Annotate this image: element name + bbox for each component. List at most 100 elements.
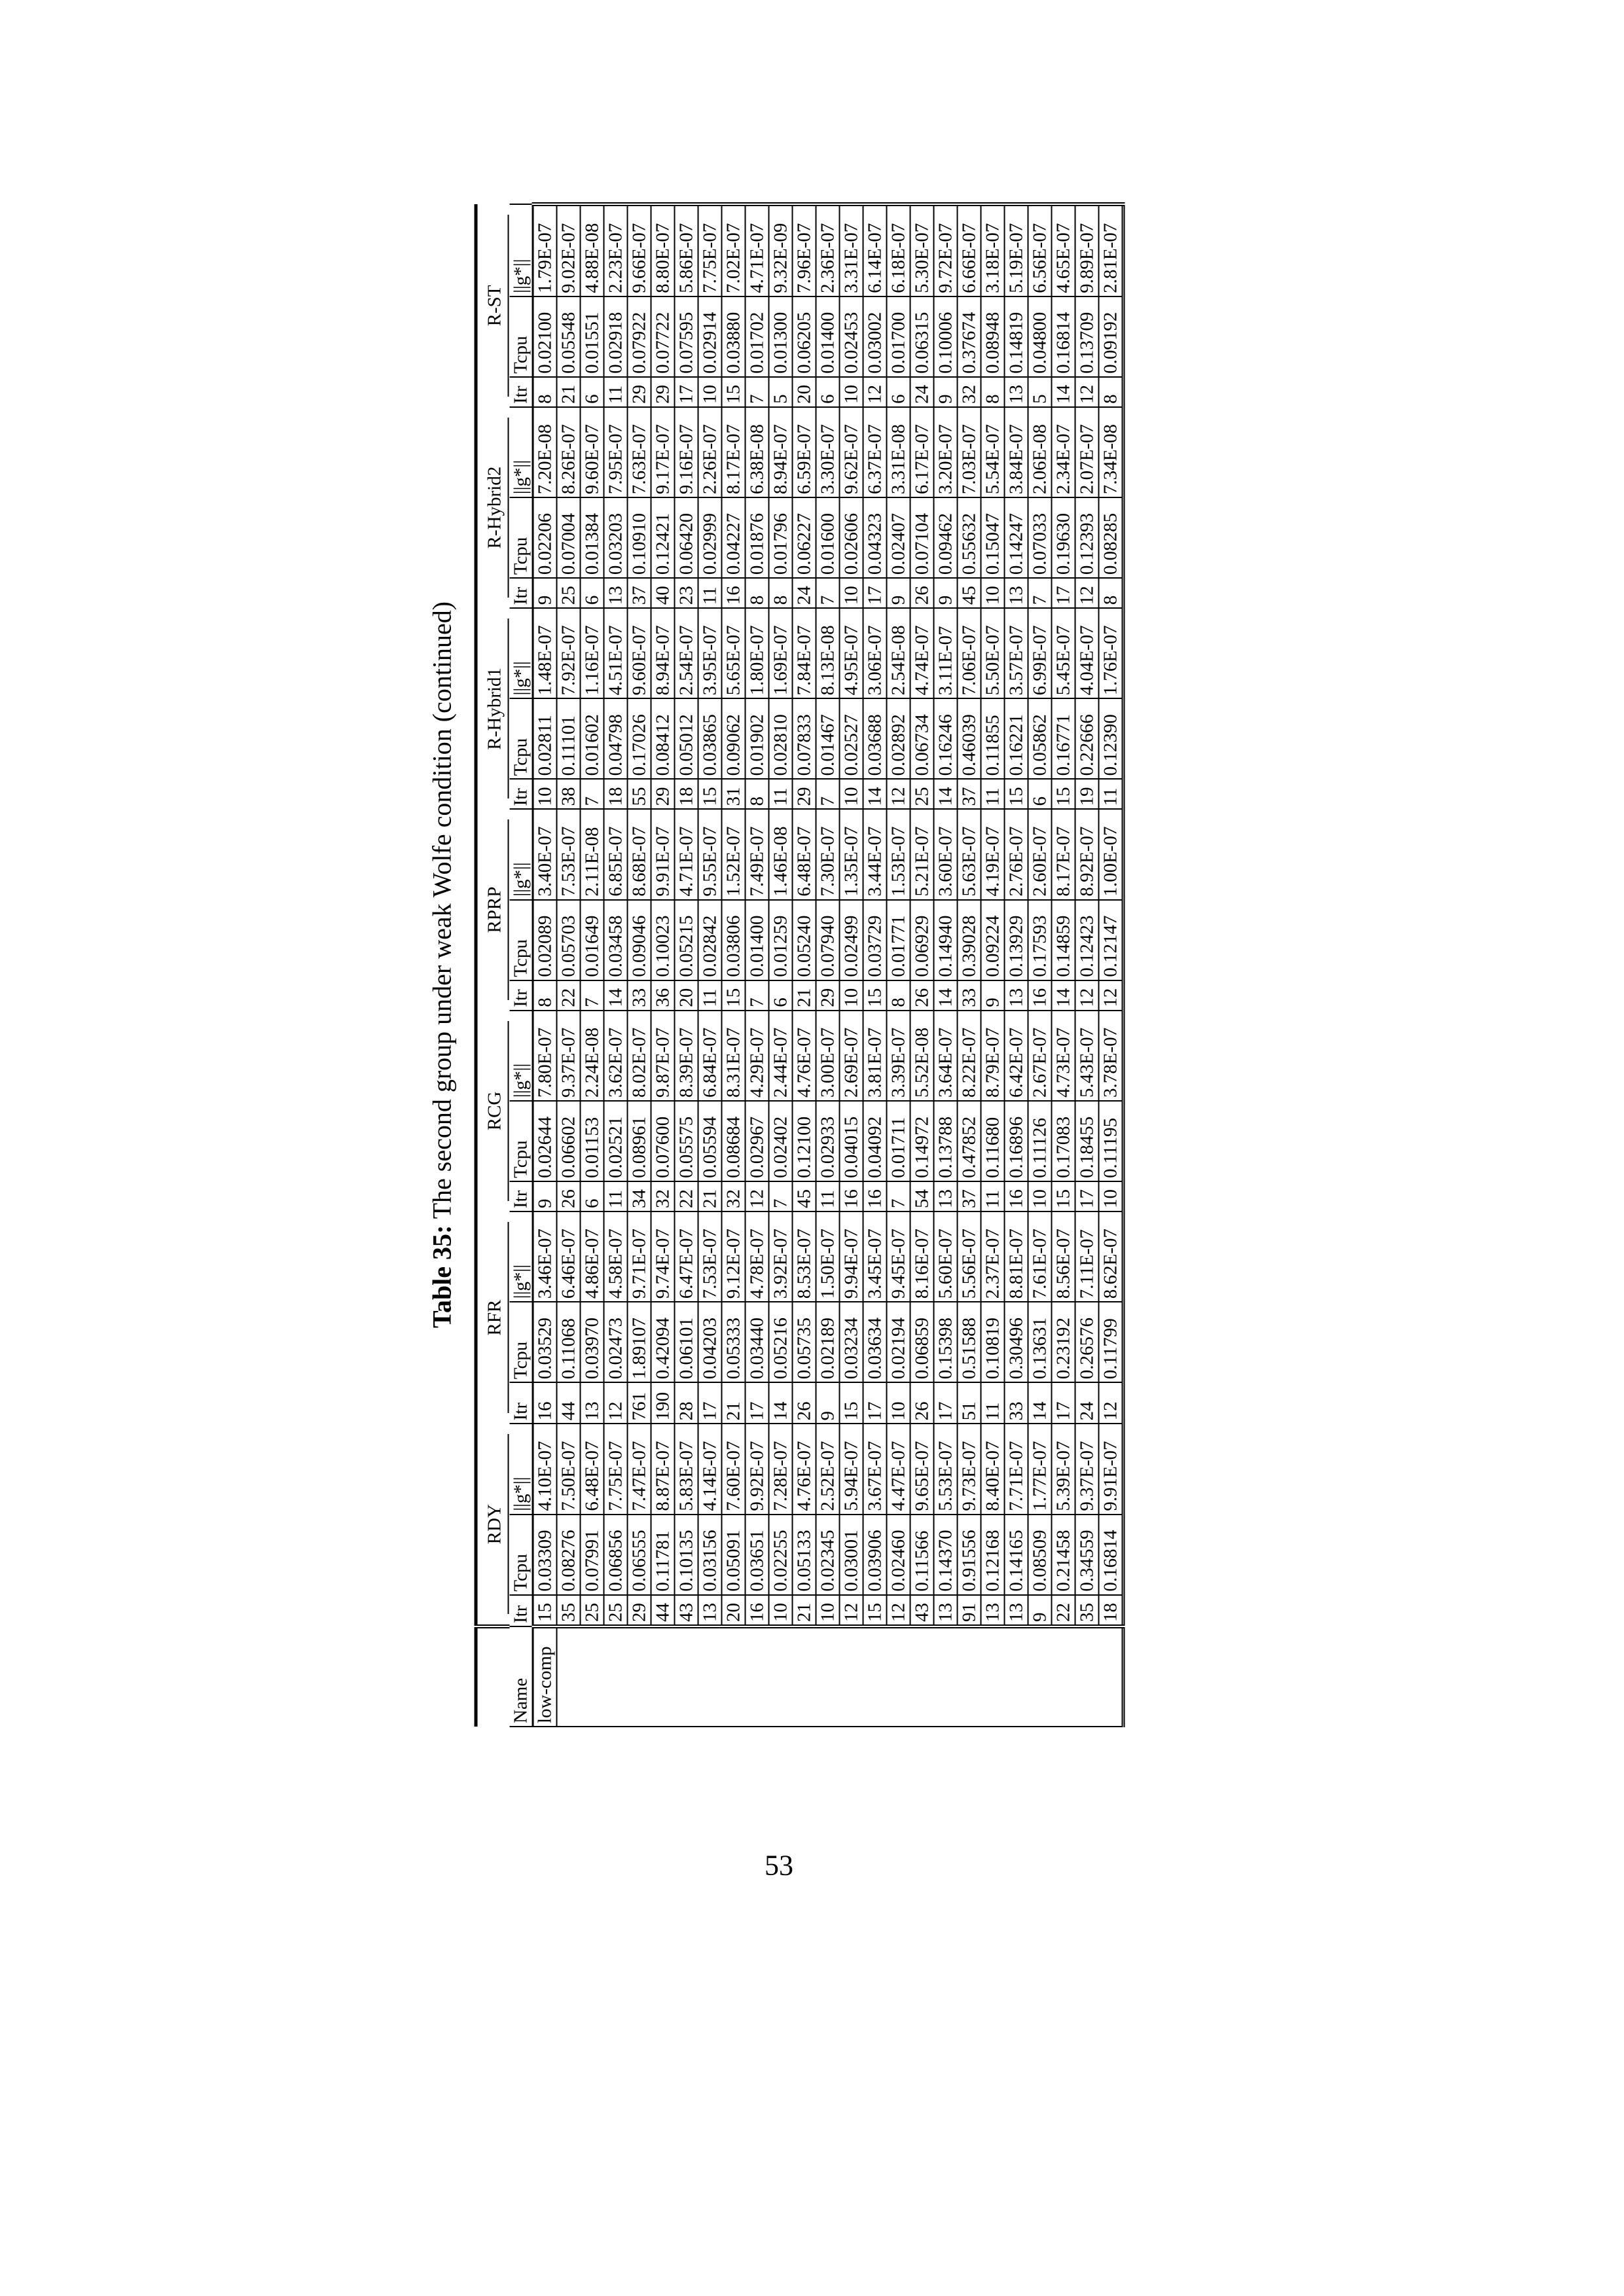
tcpu-cell: 0.03806 (721, 899, 746, 980)
itr-cell: 11 (816, 1181, 840, 1211)
gnorm-cell: 7.49E-07 (745, 809, 769, 900)
gnorm-cell: 9.74E-07 (651, 1211, 675, 1302)
table-row: 13 0.12168 8.40E-07 11 0.10819 2.37E-07 11 0.11… (981, 204, 1005, 1727)
gnorm-cell: 3.30E-07 (816, 406, 840, 498)
tcpu-cell: 0.11566 (910, 1514, 934, 1595)
subcolumn-header: Tcpu (509, 296, 533, 377)
itr-cell: 6 (580, 1181, 604, 1211)
gnorm-cell: 9.62E-07 (839, 406, 863, 498)
tcpu-cell: 0.09046 (627, 899, 651, 980)
gnorm-cell: 4.88E-08 (580, 204, 604, 296)
gnorm-cell: 6.59E-07 (792, 406, 816, 498)
tcpu-cell: 0.06856 (604, 1514, 628, 1595)
itr-cell: 8 (533, 376, 557, 407)
tcpu-cell: 0.03234 (839, 1302, 863, 1383)
table-row: 16 0.03651 9.92E-07 17 0.03440 4.78E-07 12 0.02… (745, 204, 769, 1727)
gnorm-cell: 1.00E-07 (1098, 809, 1123, 900)
itr-cell: 11 (698, 980, 722, 1011)
itr-cell: 10 (768, 1594, 793, 1627)
gnorm-cell: 3.20E-07 (933, 406, 958, 498)
itr-cell: 43 (910, 1594, 934, 1627)
gnorm-cell: 7.71E-07 (1004, 1424, 1028, 1515)
gnorm-cell: 6.37E-07 (863, 406, 887, 498)
tcpu-cell: 0.02967 (745, 1100, 769, 1181)
tcpu-cell: 0.06929 (910, 899, 934, 980)
itr-cell: 35 (556, 1594, 581, 1627)
itr-cell: 10 (839, 980, 863, 1011)
gnorm-cell: 7.60E-07 (721, 1424, 746, 1515)
tcpu-cell: 0.06315 (910, 296, 934, 377)
tcpu-cell: 0.11068 (556, 1302, 581, 1383)
tcpu-cell: 0.05594 (698, 1100, 722, 1181)
tcpu-cell: 0.02892 (886, 698, 911, 780)
row-name (745, 1626, 769, 1727)
tcpu-cell: 0.07595 (674, 296, 698, 377)
method-label: R-ST (484, 215, 509, 397)
gnorm-cell: 9.02E-07 (556, 204, 581, 296)
gnorm-cell: 5.21E-07 (910, 809, 934, 900)
subcolumn-header: Itr (509, 779, 533, 810)
gnorm-cell: 6.46E-07 (556, 1211, 581, 1302)
itr-cell: 37 (957, 779, 981, 810)
itr-cell: 26 (910, 980, 934, 1011)
tcpu-cell: 0.11781 (651, 1514, 675, 1595)
itr-cell: 20 (721, 1594, 746, 1627)
gnorm-cell: 7.53E-07 (698, 1211, 722, 1302)
itr-cell: 19 (1075, 779, 1099, 810)
tcpu-cell: 0.09224 (981, 899, 1005, 980)
tcpu-cell: 0.07991 (580, 1514, 604, 1595)
gnorm-cell: 6.47E-07 (674, 1211, 698, 1302)
itr-cell: 25 (580, 1594, 604, 1627)
row-name (1028, 1626, 1052, 1727)
tcpu-cell: 0.01771 (886, 899, 911, 980)
gnorm-cell: 9.55E-07 (698, 809, 722, 900)
gnorm-cell: 6.42E-07 (1004, 1010, 1028, 1101)
gnorm-cell: 7.92E-07 (556, 608, 581, 699)
gnorm-cell: 9.60E-07 (627, 608, 651, 699)
table-row: 22 0.21458 5.39E-07 17 0.23192 8.56E-07 15 0.17… (1051, 204, 1075, 1727)
row-name (957, 1626, 981, 1727)
itr-cell: 15 (863, 980, 887, 1011)
itr-cell: 13 (1004, 578, 1028, 609)
itr-cell: 7 (816, 578, 840, 609)
itr-cell: 10 (981, 578, 1005, 609)
subcolumn-header: Itr (509, 1594, 533, 1627)
itr-cell: 12 (863, 376, 887, 407)
itr-cell: 32 (651, 1181, 675, 1211)
gnorm-cell: 2.69E-07 (839, 1010, 863, 1101)
tcpu-cell: 0.03688 (863, 698, 887, 780)
itr-cell: 9 (1028, 1594, 1052, 1627)
method-label: RFR (484, 1221, 509, 1414)
itr-cell: 18 (604, 779, 628, 810)
table-body: low-comp 15 0.03309 4.10E-07 16 0.03529 3.46E-… (533, 204, 1123, 1727)
method-label: R-Hybrid2 (484, 417, 509, 598)
gnorm-cell: 7.34E-08 (1098, 406, 1123, 498)
gnorm-cell: 6.38E-08 (745, 406, 769, 498)
results-table: RDY RFR RCG RPRP R-Hybrid1 R-Hybrid2 R-ST Name… (474, 202, 1125, 1727)
subcolumn-header-row: Name Itr Tcpu ||g*|| Itr Tcpu ||g*|| Itr Tcpu ||… (509, 204, 533, 1727)
tcpu-cell: 0.08684 (721, 1100, 746, 1181)
gnorm-cell: 3.39E-07 (886, 1010, 911, 1101)
tcpu-cell: 0.26576 (1075, 1302, 1099, 1383)
tcpu-cell: 0.03970 (580, 1302, 604, 1383)
itr-cell: 12 (1075, 578, 1099, 609)
subcolumn-header: ||g*|| (509, 204, 533, 296)
gnorm-cell: 1.35E-07 (839, 809, 863, 900)
itr-cell: 11 (981, 779, 1005, 810)
itr-cell: 12 (604, 1382, 628, 1424)
tcpu-cell: 0.14940 (933, 899, 958, 980)
tcpu-cell: 0.04203 (698, 1302, 722, 1383)
itr-cell: 55 (627, 779, 651, 810)
gnorm-cell: 3.06E-07 (863, 608, 887, 699)
tcpu-cell: 0.05862 (1028, 698, 1052, 780)
itr-cell: 190 (651, 1382, 675, 1424)
itr-cell: 25 (910, 779, 934, 810)
itr-cell: 26 (910, 578, 934, 609)
gnorm-cell: 5.86E-07 (674, 204, 698, 296)
subcolumn-header: ||g*|| (509, 1010, 533, 1101)
gnorm-cell: 3.46E-07 (533, 1211, 557, 1302)
tcpu-cell: 0.01384 (580, 497, 604, 579)
tcpu-cell: 0.55632 (957, 497, 981, 579)
gnorm-cell: 8.56E-07 (1051, 1211, 1075, 1302)
gnorm-cell: 1.16E-07 (580, 608, 604, 699)
